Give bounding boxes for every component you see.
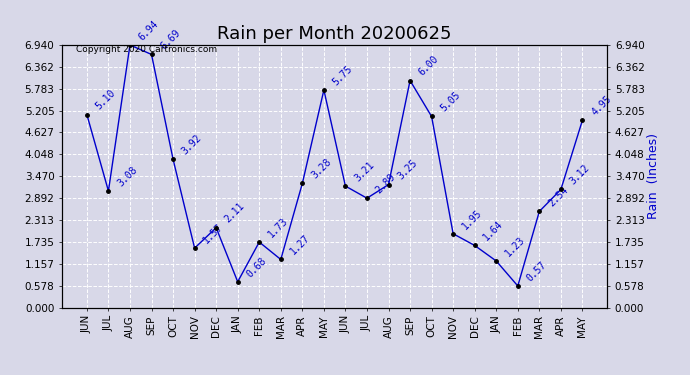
Text: 5.10: 5.10 xyxy=(94,88,117,112)
Text: 3.28: 3.28 xyxy=(309,157,333,181)
Y-axis label: Rain  (Inches): Rain (Inches) xyxy=(647,133,660,219)
Text: 0.57: 0.57 xyxy=(524,260,549,283)
Text: 6.69: 6.69 xyxy=(159,28,182,52)
Text: 2.54: 2.54 xyxy=(546,185,570,209)
Text: 2.89: 2.89 xyxy=(374,172,397,195)
Text: 3.12: 3.12 xyxy=(568,163,591,187)
Text: 6.00: 6.00 xyxy=(417,54,441,78)
Text: 1.23: 1.23 xyxy=(503,234,527,258)
Title: Rain per Month 20200625: Rain per Month 20200625 xyxy=(217,26,452,44)
Text: 5.05: 5.05 xyxy=(439,90,462,114)
Text: Copyright 2020 Cartronics.com: Copyright 2020 Cartronics.com xyxy=(76,45,217,54)
Text: 2.11: 2.11 xyxy=(223,201,247,225)
Text: 1.95: 1.95 xyxy=(460,207,484,231)
Text: 3.21: 3.21 xyxy=(353,160,376,183)
Text: 3.08: 3.08 xyxy=(115,165,139,188)
Text: 3.25: 3.25 xyxy=(395,158,419,182)
Text: 1.57: 1.57 xyxy=(201,222,225,245)
Text: 3.92: 3.92 xyxy=(180,133,204,156)
Text: 0.68: 0.68 xyxy=(245,255,268,279)
Text: 1.64: 1.64 xyxy=(482,219,505,243)
Text: 1.27: 1.27 xyxy=(288,233,311,256)
Text: 5.75: 5.75 xyxy=(331,63,355,87)
Text: 1.73: 1.73 xyxy=(266,216,290,239)
Text: 6.94: 6.94 xyxy=(137,18,161,42)
Text: 4.95: 4.95 xyxy=(589,94,613,117)
